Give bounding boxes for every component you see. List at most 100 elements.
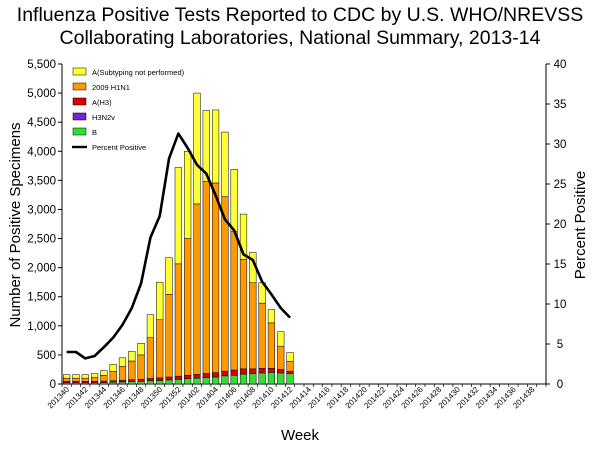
bar-2009-h1n1 — [137, 354, 145, 380]
bar-a-subtyping-not-performed — [100, 370, 108, 376]
bar-a-subtyping-not-performed — [202, 110, 210, 182]
bar-a-subtyping-not-performed — [193, 92, 201, 205]
bar-2009-h1n1 — [118, 366, 127, 381]
bar-2009-h1n1 — [193, 203, 201, 375]
x-tick-label: 201438 — [511, 385, 537, 411]
bar-a-subtyping-not-performed — [137, 343, 145, 356]
bar-a-h3 — [165, 376, 173, 381]
bar-b — [239, 373, 248, 385]
legend-swatch-2009-h1n1 — [72, 82, 87, 91]
bar-2009-h1n1 — [230, 231, 238, 371]
bar-a-h3 — [230, 369, 238, 376]
bar-b — [165, 379, 173, 385]
bar-b — [286, 373, 294, 385]
bar-a-subtyping-not-performed — [81, 374, 89, 379]
y2-tick-label: 25 — [554, 179, 567, 191]
bar-2009-h1n1 — [72, 377, 80, 382]
legend-label-a-h3: A(H3) — [92, 98, 112, 107]
bar-a-subtyping-not-performed — [118, 357, 127, 367]
chart-title-line-1: Influenza Positive Tests Reported to CDC… — [16, 4, 584, 26]
bar-a-h3 — [258, 368, 266, 374]
bar-a-subtyping-not-performed — [277, 331, 285, 347]
bar-a-subtyping-not-performed — [156, 281, 164, 320]
chart-title: Influenza Positive Tests Reported to CDC… — [0, 4, 600, 50]
bar-2009-h1n1 — [249, 282, 257, 370]
legend-label-a-subtyping-not-performed: A(Subtyping not performed) — [92, 68, 185, 77]
bar-2009-h1n1 — [63, 377, 71, 382]
bar-2009-h1n1 — [109, 371, 117, 382]
bar-b — [211, 376, 220, 385]
bar-2009-h1n1 — [239, 259, 248, 370]
y2-tick-label: 15 — [554, 259, 567, 271]
bar-b — [267, 372, 276, 385]
bar-a-h3 — [137, 379, 145, 382]
y2-tick-label: 35 — [554, 99, 567, 111]
bar-2009-h1n1 — [146, 337, 155, 379]
bar-2009-h1n1 — [100, 375, 108, 382]
bar-a-h3 — [146, 378, 155, 382]
y-tick-label: 1,500 — [27, 292, 56, 304]
bar-b — [109, 382, 117, 385]
y-tick-label: 500 — [37, 350, 56, 362]
bar-2009-h1n1 — [202, 181, 210, 374]
y2-tick-label: 40 — [554, 59, 567, 71]
bar-a-h3 — [118, 379, 127, 383]
bar-a-subtyping-not-performed — [221, 131, 229, 197]
bar-b — [174, 379, 182, 385]
bar-a-subtyping-not-performed — [230, 169, 238, 232]
chart-title-line-2: Collaborating Laboratories, National Sum… — [59, 27, 541, 49]
bar-b — [184, 378, 192, 385]
y-tick-label: 3,000 — [27, 204, 56, 216]
bar-a-subtyping-not-performed — [128, 351, 136, 362]
y2-tick-label: 30 — [554, 139, 567, 151]
bar-a-h3 — [211, 372, 220, 378]
y-tick-label: 2,000 — [27, 263, 56, 275]
y-tick-label: 5,500 — [27, 59, 56, 71]
bar-b — [249, 373, 257, 385]
bar-b — [146, 380, 155, 385]
bar-2009-h1n1 — [286, 361, 294, 372]
y2-tick-label: 10 — [554, 299, 567, 311]
x-axis-title: Week — [281, 427, 320, 444]
bar-b — [230, 375, 238, 385]
bar-2009-h1n1 — [277, 345, 285, 370]
bar-2009-h1n1 — [128, 360, 136, 380]
bar-a-subtyping-not-performed — [286, 352, 294, 362]
bar-a-subtyping-not-performed — [72, 374, 80, 379]
bar-b — [193, 377, 201, 385]
bar-b — [202, 377, 210, 385]
bar-2009-h1n1 — [184, 238, 192, 376]
bar-a-h3 — [202, 373, 210, 378]
bar-a-h3 — [221, 370, 229, 377]
bar-a-subtyping-not-performed — [165, 257, 173, 295]
bar-a-subtyping-not-performed — [184, 151, 192, 239]
bar-a-h3 — [277, 369, 285, 374]
bar-a-h3 — [184, 375, 192, 380]
bar-2009-h1n1 — [174, 263, 182, 377]
bar-b — [221, 375, 229, 385]
y2-tick-label: 20 — [554, 219, 567, 231]
bar-a-h3 — [174, 375, 182, 380]
y-tick-label: 4,000 — [27, 146, 56, 158]
legend-label-percent-positive: Percent Positive — [92, 143, 146, 152]
bar-b — [258, 372, 266, 385]
percent-positive-line — [66, 132, 291, 360]
bar-b — [137, 381, 145, 385]
bar-a-subtyping-not-performed — [109, 363, 117, 372]
legend-label-b: B — [92, 128, 97, 137]
bar-b — [118, 381, 127, 385]
bar-a-h3 — [128, 379, 136, 382]
legend-label-2009-h1n1: 2009 H1N1 — [92, 83, 130, 92]
y-tick-label: 1,000 — [27, 321, 56, 333]
bar-a-h3 — [267, 368, 276, 373]
y-tick-label: 4,500 — [27, 117, 56, 129]
bar-2009-h1n1 — [267, 322, 276, 369]
bar-a-h3 — [239, 368, 248, 375]
bar-a-h3 — [249, 368, 257, 374]
bar-a-subtyping-not-performed — [63, 374, 71, 379]
bar-2009-h1n1 — [211, 182, 220, 373]
bar-a-subtyping-not-performed — [90, 373, 99, 378]
y-tick-label: 3,500 — [27, 175, 56, 187]
y2-tick-label: 5 — [557, 339, 563, 351]
